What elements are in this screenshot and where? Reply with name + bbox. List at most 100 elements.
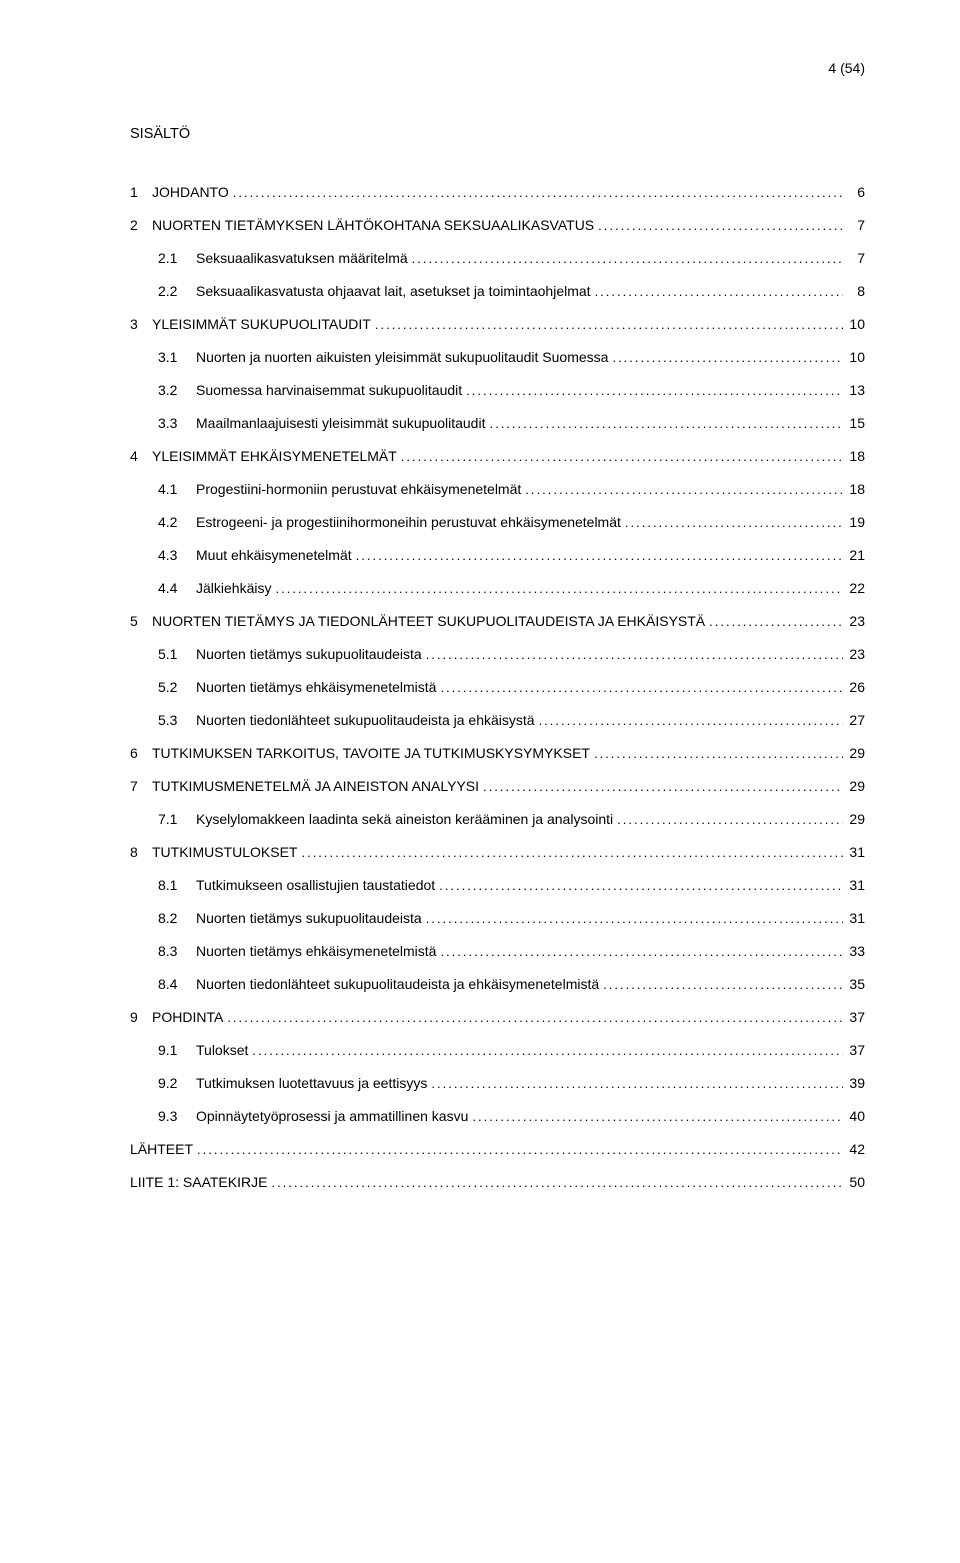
toc-entry: 8.3Nuorten tietämys ehkäisymenetelmistä3… — [130, 941, 865, 962]
toc-leader-dots — [705, 612, 843, 632]
toc-entry-page: 35 — [843, 974, 865, 995]
toc-entry-label: Nuorten tietämys sukupuolitaudeista — [196, 644, 422, 665]
toc-entry: 4.4Jälkiehkäisy22 — [130, 578, 865, 599]
toc-entry-number: 5.1 — [158, 644, 196, 665]
toc-entry-page: 22 — [843, 578, 865, 599]
toc-entry-label: Kyselylomakkeen laadinta sekä aineiston … — [196, 809, 613, 830]
toc-entry-number: 8 — [130, 842, 152, 863]
toc-entry-number: 5.2 — [158, 677, 196, 698]
toc-leader-dots — [608, 348, 843, 368]
toc-entry: 8.2Nuorten tietämys sukupuolitaudeista31 — [130, 908, 865, 929]
toc-entry-page: 33 — [843, 941, 865, 962]
toc-entry-number: 1 — [130, 182, 152, 203]
toc-entry: 9.1Tulokset 37 — [130, 1040, 865, 1061]
toc-leader-dots — [485, 414, 843, 434]
toc-entry-label: LÄHTEET — [130, 1139, 193, 1160]
toc-entry-page: 37 — [843, 1007, 865, 1028]
toc-leader-dots — [271, 579, 843, 599]
toc-entry-number: 9.3 — [158, 1106, 196, 1127]
toc-entry: 5.3Nuorten tiedonlähteet sukupuolitaudei… — [130, 710, 865, 731]
toc-leader-dots — [422, 645, 843, 665]
toc-leader-dots — [594, 216, 843, 236]
toc-entry-page: 27 — [843, 710, 865, 731]
toc-entry-page: 23 — [843, 611, 865, 632]
toc-entry: 4.1Progestiini-hormoniin perustuvat ehkä… — [130, 479, 865, 500]
toc-entry: 9.3Opinnäytetyöprosessi ja ammatillinen … — [130, 1106, 865, 1127]
toc-entry: 2NUORTEN TIETÄMYKSEN LÄHTÖKOHTANA SEKSUA… — [130, 215, 865, 236]
toc-container: 1JOHDANTO 6 2NUORTEN TIETÄMYKSEN LÄHTÖKOHT… — [130, 182, 865, 1193]
toc-entry-label: Suomessa harvinaisemmat sukupuolitaudit — [196, 380, 462, 401]
toc-entry-page: 31 — [843, 842, 865, 863]
toc-entry-page: 23 — [843, 644, 865, 665]
toc-leader-dots — [591, 282, 843, 302]
toc-entry-number: 8.1 — [158, 875, 196, 896]
toc-entry-page: 7 — [843, 248, 865, 269]
toc-entry: 2.1Seksuaalikasvatuksen määritelmä7 — [130, 248, 865, 269]
toc-entry-page: 7 — [843, 215, 865, 236]
toc-entry-label: NUORTEN TIETÄMYS JA TIEDONLÄHTEET SUKUPU… — [152, 611, 705, 632]
toc-entry-label: Progestiini-hormoniin perustuvat ehkäisy… — [196, 479, 521, 500]
toc-entry-label: Tulokset — [196, 1040, 248, 1061]
toc-entry: 8.4Nuorten tiedonlähteet sukupuolitaudei… — [130, 974, 865, 995]
toc-leader-dots — [435, 876, 843, 896]
toc-leader-dots — [223, 1008, 843, 1028]
toc-leader-dots — [248, 1041, 843, 1061]
toc-entry-number: 4.3 — [158, 545, 196, 566]
toc-entry-page: 31 — [843, 908, 865, 929]
toc-entry: 1JOHDANTO 6 — [130, 182, 865, 203]
toc-entry-label: LIITE 1: SAATEKIRJE — [130, 1172, 267, 1193]
toc-entry-page: 6 — [843, 182, 865, 203]
toc-entry-number: 8.2 — [158, 908, 196, 929]
toc-entry-label: Nuorten tietämys ehkäisymenetelmistä — [196, 677, 436, 698]
toc-entry-label: NUORTEN TIETÄMYKSEN LÄHTÖKOHTANA SEKSUAA… — [152, 215, 594, 236]
toc-entry: 8TUTKIMUSTULOKSET31 — [130, 842, 865, 863]
toc-leader-dots — [535, 711, 843, 731]
toc-entry-page: 19 — [843, 512, 865, 533]
toc-entry-page: 10 — [843, 347, 865, 368]
toc-entry-label: Nuorten ja nuorten aikuisten yleisimmät … — [196, 347, 608, 368]
toc-entry-number: 9.1 — [158, 1040, 196, 1061]
toc-entry-label: POHDINTA — [152, 1007, 223, 1028]
toc-leader-dots — [229, 183, 843, 203]
toc-entry-number: 9.2 — [158, 1073, 196, 1094]
toc-entry-page: 18 — [843, 446, 865, 467]
toc-entry-number: 4.1 — [158, 479, 196, 500]
toc-entry-number: 2 — [130, 215, 152, 236]
toc-leader-dots — [468, 1107, 843, 1127]
toc-entry-label: JOHDANTO — [152, 182, 229, 203]
toc-entry-number: 2.1 — [158, 248, 196, 269]
toc-leader-dots — [436, 678, 843, 698]
toc-leader-dots — [267, 1173, 843, 1193]
toc-entry: 3.3Maailmanlaajuisesti yleisimmät sukupu… — [130, 413, 865, 434]
toc-leader-dots — [352, 546, 843, 566]
toc-entry: 8.1Tutkimukseen osallistujien taustatied… — [130, 875, 865, 896]
toc-entry-label: Nuorten tiedonlähteet sukupuolitaudeista… — [196, 710, 535, 731]
toc-entry: LÄHTEET 42 — [130, 1139, 865, 1160]
toc-leader-dots — [462, 381, 843, 401]
toc-entry-page: 40 — [843, 1106, 865, 1127]
toc-entry-number: 5.3 — [158, 710, 196, 731]
toc-leader-dots — [590, 744, 843, 764]
toc-leader-dots — [193, 1140, 843, 1160]
toc-entry: 5.1Nuorten tietämys sukupuolitaudeista 23 — [130, 644, 865, 665]
toc-entry: 9POHDINTA37 — [130, 1007, 865, 1028]
toc-leader-dots — [297, 843, 843, 863]
toc-entry-label: Muut ehkäisymenetelmät — [196, 545, 352, 566]
toc-entry-page: 13 — [843, 380, 865, 401]
toc-entry-label: Maailmanlaajuisesti yleisimmät sukupuoli… — [196, 413, 485, 434]
toc-entry: 3YLEISIMMÄT SUKUPUOLITAUDIT10 — [130, 314, 865, 335]
toc-entry-number: 3.3 — [158, 413, 196, 434]
toc-entry-page: 37 — [843, 1040, 865, 1061]
toc-entry-page: 39 — [843, 1073, 865, 1094]
toc-entry-label: YLEISIMMÄT SUKUPUOLITAUDIT — [152, 314, 371, 335]
toc-entry: 6TUTKIMUKSEN TARKOITUS, TAVOITE JA TUTKI… — [130, 743, 865, 764]
toc-entry-label: Nuorten tiedonlähteet sukupuolitaudeista… — [196, 974, 599, 995]
toc-entry-page: 42 — [843, 1139, 865, 1160]
toc-leader-dots — [599, 975, 843, 995]
toc-entry-page: 8 — [843, 281, 865, 302]
toc-leader-dots — [397, 447, 843, 467]
toc-leader-dots — [422, 909, 843, 929]
toc-entry-number: 3.1 — [158, 347, 196, 368]
toc-entry-label: Tutkimukseen osallistujien taustatiedot — [196, 875, 435, 896]
toc-entry-page: 29 — [843, 809, 865, 830]
